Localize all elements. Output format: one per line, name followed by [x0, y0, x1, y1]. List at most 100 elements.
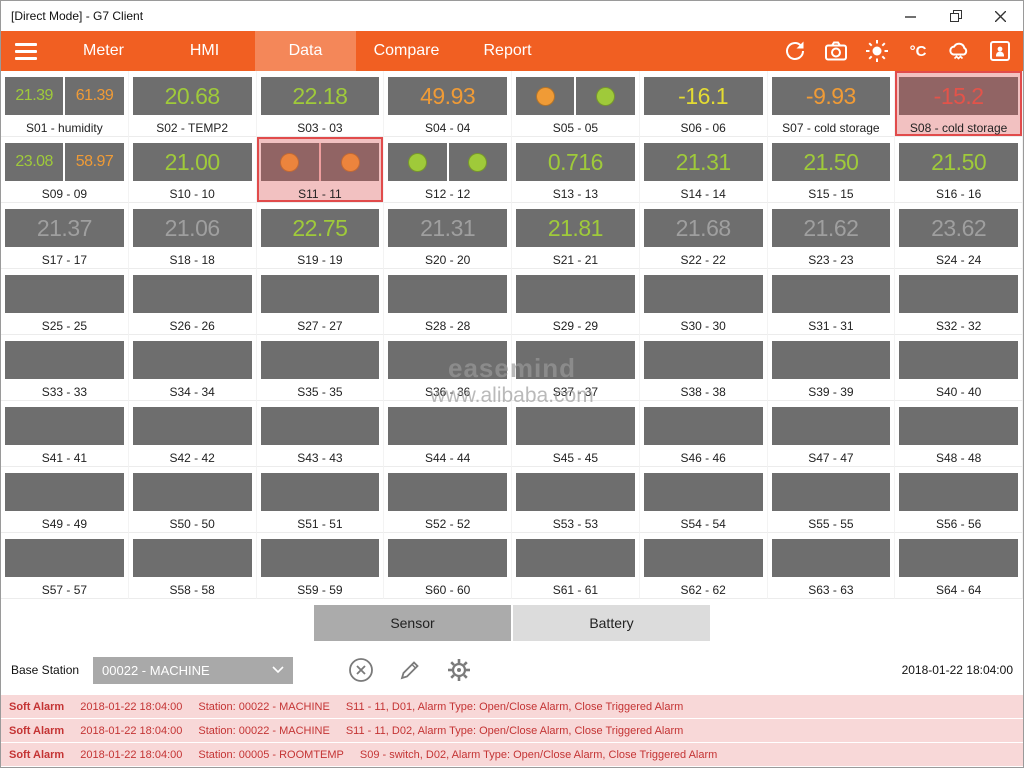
sensor-label: S20 - 20 — [424, 253, 471, 267]
sensor-cell-s12[interactable]: S12 - 12 — [384, 137, 512, 203]
sensor-cell-s26[interactable]: S26 - 26 — [128, 269, 257, 335]
sensor-cell-s10[interactable]: 21.00 S10 - 10 — [128, 137, 257, 203]
sensor-value: 21.62 — [771, 209, 891, 247]
station-dropdown[interactable]: 00022 - MACHINE — [93, 656, 294, 684]
sensor-cell-s38[interactable]: S38 - 38 — [639, 335, 768, 401]
sensor-cell-s03[interactable]: 22.18 S03 - 03 — [256, 71, 385, 137]
camera-icon[interactable] — [823, 38, 849, 64]
sensor-tile — [5, 407, 124, 445]
sensor-cell-s18[interactable]: 21.06 S18 - 18 — [128, 203, 257, 269]
minimize-button[interactable] — [888, 1, 933, 31]
sensor-cell-s30[interactable]: S30 - 30 — [639, 269, 768, 335]
sensor-cell-s53[interactable]: S53 - 53 — [512, 467, 640, 533]
sensor-cell-s15[interactable]: 21.50 S15 - 15 — [767, 137, 896, 203]
sensor-cell-s51[interactable]: S51 - 51 — [256, 467, 385, 533]
sensor-empty-tile — [899, 473, 1018, 511]
sensor-cell-s56[interactable]: S56 - 56 — [895, 467, 1023, 533]
sensor-cell-s25[interactable]: S25 - 25 — [1, 269, 129, 335]
tab-report[interactable]: Report — [483, 42, 532, 59]
sensor-cell-s05[interactable]: S05 - 05 — [512, 71, 640, 137]
sensor-cell-s28[interactable]: S28 - 28 — [384, 269, 512, 335]
footer-tab-sensor[interactable]: Sensor — [314, 605, 511, 641]
sensor-cell-s45[interactable]: S45 - 45 — [512, 401, 640, 467]
sensor-cell-s62[interactable]: S62 - 62 — [639, 533, 768, 599]
cloud-icon[interactable] — [946, 38, 972, 64]
sensor-cell-s48[interactable]: S48 - 48 — [895, 401, 1023, 467]
sensor-cell-s08[interactable]: -15.2 S08 - cold storage — [895, 71, 1023, 137]
sensor-cell-s64[interactable]: S64 - 64 — [895, 533, 1023, 599]
sensor-cell-s32[interactable]: S32 - 32 — [895, 269, 1023, 335]
sensor-cell-s21[interactable]: 21.81 S21 - 21 — [512, 203, 640, 269]
sensor-cell-s59[interactable]: S59 - 59 — [256, 533, 385, 599]
sensor-cell-s33[interactable]: S33 - 33 — [1, 335, 129, 401]
sensor-label: S09 - 09 — [41, 187, 88, 201]
sensor-cell-s16[interactable]: 21.50 S16 - 16 — [895, 137, 1023, 203]
sensor-cell-s44[interactable]: S44 - 44 — [384, 401, 512, 467]
log-time: 2018-01-22 18:04:00 — [80, 724, 183, 737]
sensor-cell-s57[interactable]: S57 - 57 — [1, 533, 129, 599]
exit-icon[interactable] — [987, 38, 1013, 64]
sensor-cell-s29[interactable]: S29 - 29 — [512, 269, 640, 335]
sensor-cell-s43[interactable]: S43 - 43 — [256, 401, 385, 467]
settings-icon[interactable] — [446, 657, 472, 683]
sensor-cell-s11[interactable]: S11 - 11 — [256, 137, 385, 203]
sensor-tile: 20.68 — [132, 77, 252, 115]
sensor-cell-s17[interactable]: 21.37 S17 - 17 — [1, 203, 129, 269]
sensor-tile — [899, 407, 1018, 445]
restore-button[interactable] — [933, 1, 978, 31]
edit-icon[interactable] — [398, 658, 422, 682]
sensor-cell-s61[interactable]: S61 - 61 — [512, 533, 640, 599]
sensor-cell-s58[interactable]: S58 - 58 — [128, 533, 257, 599]
sensor-value: 21.31 — [643, 143, 763, 181]
tab-compare[interactable]: Compare — [373, 42, 440, 59]
sensor-cell-s01[interactable]: 21.39 61.39 S01 - humidity — [1, 71, 129, 137]
sensor-cell-s04[interactable]: 49.93 S04 - 04 — [384, 71, 512, 137]
sensor-cell-s54[interactable]: S54 - 54 — [639, 467, 768, 533]
close-button[interactable] — [978, 1, 1023, 31]
sensor-label: S50 - 50 — [169, 517, 215, 531]
sensor-cell-s13[interactable]: 0.716 S13 - 13 — [512, 137, 640, 203]
sensor-cell-s60[interactable]: S60 - 60 — [384, 533, 512, 599]
sensor-tile — [388, 473, 507, 511]
sensor-cell-s27[interactable]: S27 - 27 — [256, 269, 385, 335]
tab-meter[interactable]: Meter — [83, 42, 124, 59]
sensor-empty-tile — [388, 539, 507, 577]
sensor-cell-s23[interactable]: 21.62 S23 - 23 — [767, 203, 896, 269]
sensor-cell-s34[interactable]: S34 - 34 — [128, 335, 257, 401]
sensor-cell-s42[interactable]: S42 - 42 — [128, 401, 257, 467]
sensor-cell-s40[interactable]: S40 - 40 — [895, 335, 1023, 401]
footer-tab-battery[interactable]: Battery — [513, 605, 710, 641]
sensor-cell-s47[interactable]: S47 - 47 — [767, 401, 896, 467]
sensor-cell-s31[interactable]: S31 - 31 — [767, 269, 896, 335]
sensor-label: S40 - 40 — [935, 385, 982, 399]
sensor-cell-s41[interactable]: S41 - 41 — [1, 401, 129, 467]
menu-button[interactable] — [1, 31, 53, 71]
sensor-cell-s06[interactable]: -16.1 S06 - 06 — [639, 71, 768, 137]
sensor-cell-s07[interactable]: -9.93 S07 - cold storage — [767, 71, 896, 137]
sensor-tile — [899, 473, 1018, 511]
sensor-cell-s20[interactable]: 21.31 S20 - 20 — [384, 203, 512, 269]
sensor-cell-s52[interactable]: S52 - 52 — [384, 467, 512, 533]
sensor-cell-s46[interactable]: S46 - 46 — [639, 401, 768, 467]
sensor-tile — [516, 407, 635, 445]
sensor-cell-s36[interactable]: S36 - 36 — [384, 335, 512, 401]
sensor-cell-s50[interactable]: S50 - 50 — [128, 467, 257, 533]
sensor-cell-s37[interactable]: S37 - 37 — [512, 335, 640, 401]
sensor-cell-s19[interactable]: 22.75 S19 - 19 — [256, 203, 385, 269]
sensor-cell-s02[interactable]: 20.68 S02 - TEMP2 — [128, 71, 257, 137]
tab-data[interactable]: Data — [255, 31, 356, 71]
sensor-cell-s55[interactable]: S55 - 55 — [767, 467, 896, 533]
sensor-cell-s09[interactable]: 23.08 58.97 S09 - 09 — [1, 137, 129, 203]
sync-icon[interactable] — [782, 38, 808, 64]
cancel-icon[interactable] — [348, 657, 374, 683]
sensor-cell-s22[interactable]: 21.68 S22 - 22 — [639, 203, 768, 269]
sensor-cell-s14[interactable]: 21.31 S14 - 14 — [639, 137, 768, 203]
brightness-icon[interactable] — [864, 38, 890, 64]
sensor-cell-s63[interactable]: S63 - 63 — [767, 533, 896, 599]
sensor-cell-s49[interactable]: S49 - 49 — [1, 467, 129, 533]
sensor-cell-s24[interactable]: 23.62 S24 - 24 — [895, 203, 1023, 269]
sensor-cell-s35[interactable]: S35 - 35 — [256, 335, 385, 401]
celsius-unit-icon[interactable]: °C — [905, 38, 931, 64]
tab-hmi[interactable]: HMI — [189, 42, 220, 59]
sensor-cell-s39[interactable]: S39 - 39 — [767, 335, 896, 401]
